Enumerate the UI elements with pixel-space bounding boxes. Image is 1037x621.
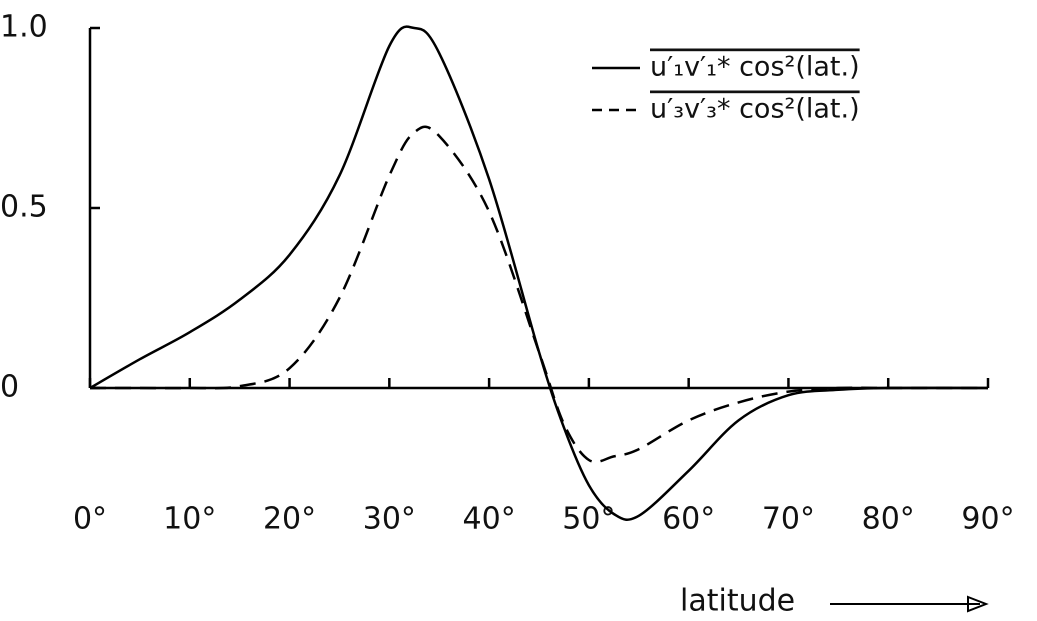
line-series — [89, 125, 988, 464]
x-tick-label: 80° — [862, 502, 915, 537]
x-tick-label: 50° — [562, 502, 615, 537]
x-tick-label: 40° — [463, 502, 516, 537]
x-tick-label: 20° — [263, 502, 316, 537]
x-tick-label: 90° — [961, 502, 1014, 537]
x-tick-label: 10° — [163, 502, 216, 537]
y-tick-label: 0 — [0, 370, 19, 405]
legend-label: u′₁v′₁* cos²(lat.) — [650, 52, 860, 83]
x-tick-label: 30° — [363, 502, 416, 537]
x-tick-label: 0° — [73, 502, 107, 537]
arrow-head — [967, 595, 989, 613]
y-tick-label: 0.5 — [0, 190, 48, 225]
y-tick-label: 1.0 — [0, 10, 48, 45]
x-tick-label: 60° — [662, 502, 715, 537]
x-axis-label: latitude — [680, 584, 795, 619]
legend-label: u′₃v′₃* cos²(lat.) — [650, 94, 860, 125]
x-tick-label: 70° — [762, 502, 815, 537]
line-series — [89, 25, 989, 521]
